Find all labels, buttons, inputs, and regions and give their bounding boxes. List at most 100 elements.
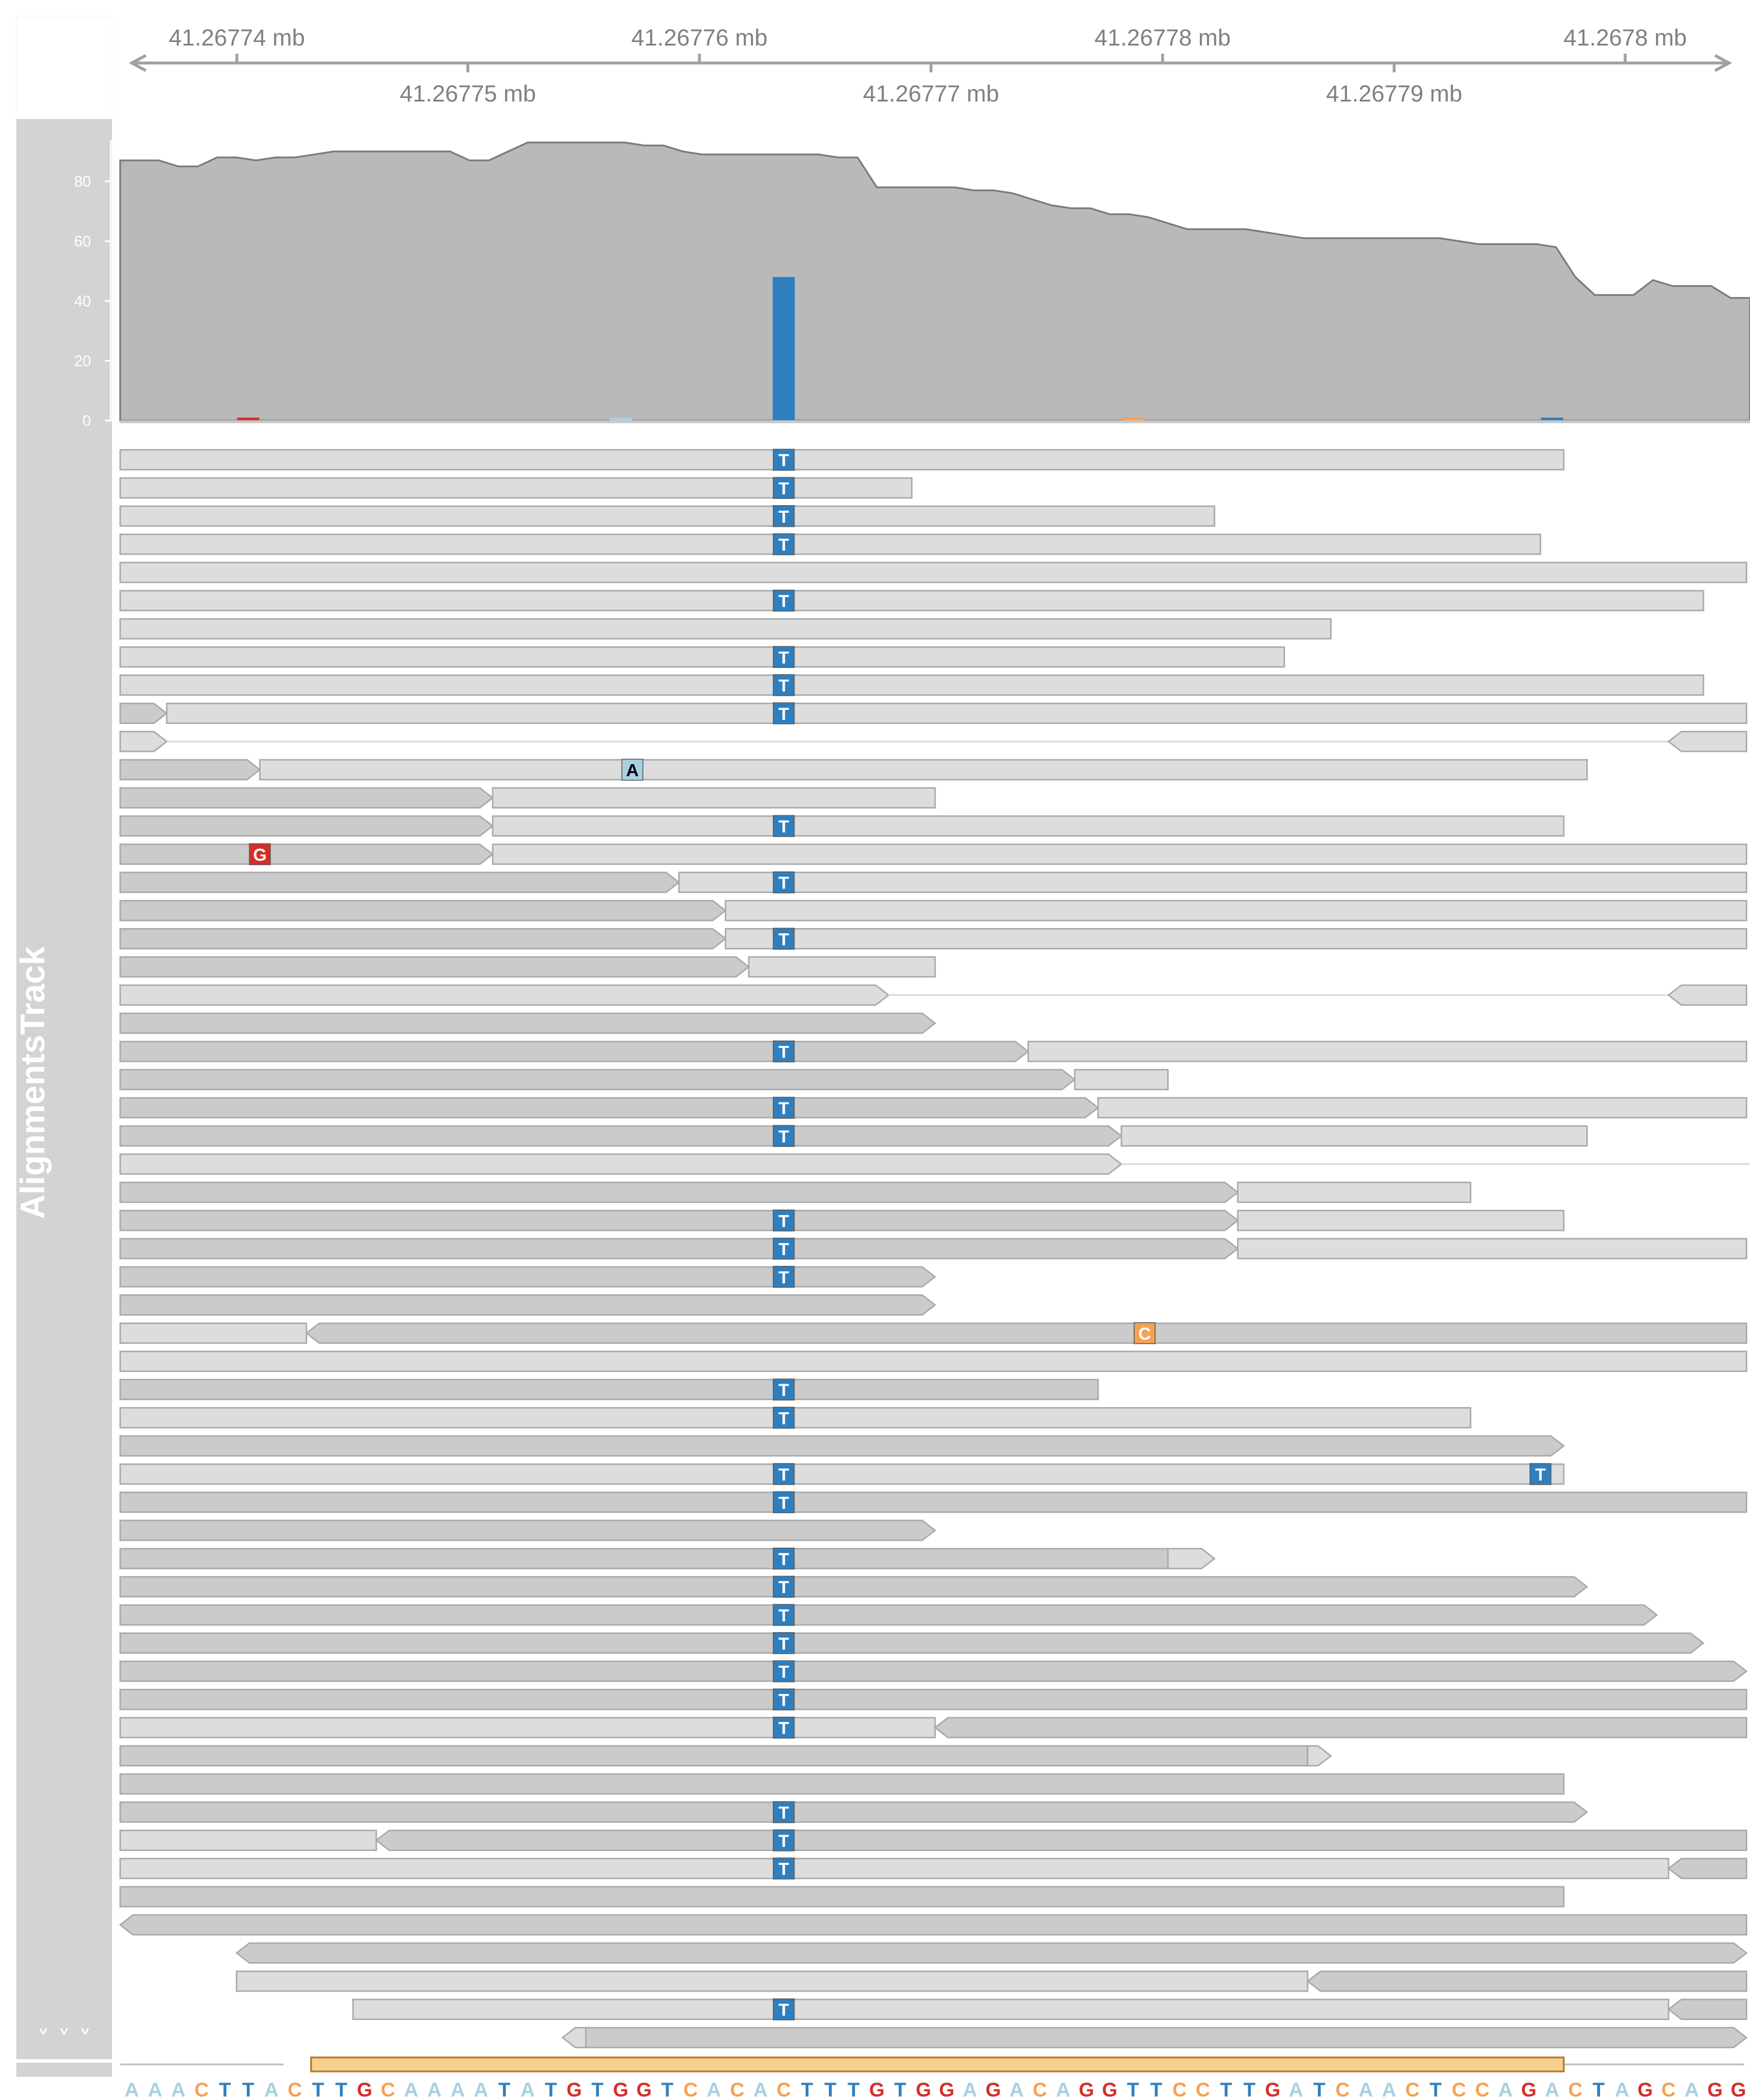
aligned-read[interactable] [561, 2027, 587, 2049]
aligned-read[interactable] [119, 1520, 937, 1541]
read-mismatch-base [772, 1604, 795, 1626]
aligned-read[interactable] [119, 1576, 1588, 1598]
aligned-read[interactable] [119, 1041, 1030, 1062]
aligned-read[interactable] [1667, 1999, 1748, 2020]
aligned-read[interactable] [119, 1745, 1308, 1767]
aligned-read[interactable] [724, 900, 1748, 922]
aligned-read[interactable] [119, 1350, 1748, 1372]
aligned-read[interactable] [119, 1886, 1564, 1908]
aligned-read[interactable] [724, 928, 1748, 950]
aligned-read[interactable] [1074, 1069, 1169, 1090]
aligned-read[interactable] [1667, 984, 1748, 1006]
aligned-read[interactable] [119, 730, 168, 752]
aligned-read[interactable] [492, 844, 1748, 865]
aligned-read[interactable] [119, 1153, 1123, 1175]
aligned-read[interactable] [119, 787, 494, 808]
aligned-read[interactable] [678, 872, 1748, 893]
aligned-read[interactable] [119, 1294, 937, 1316]
aligned-read[interactable] [236, 1971, 1308, 1992]
aligned-read[interactable] [235, 1942, 1748, 1964]
aligned-read[interactable] [119, 1463, 1564, 1485]
aligned-read[interactable] [119, 449, 1564, 471]
reference-base: C [1568, 2079, 1583, 2100]
aligned-read[interactable] [119, 1012, 937, 1034]
aligned-read[interactable] [1121, 1125, 1588, 1147]
aligned-read[interactable] [352, 1999, 1670, 2020]
aligned-read[interactable] [119, 562, 1748, 583]
aligned-read[interactable] [119, 505, 1216, 527]
aligned-read[interactable] [748, 956, 936, 978]
aligned-read[interactable] [585, 2027, 1748, 2049]
read-mismatch-letter: T [778, 1212, 789, 1231]
aligned-read[interactable] [119, 1689, 1748, 1710]
aligned-read[interactable] [119, 872, 680, 893]
aligned-read[interactable] [933, 1717, 1748, 1738]
aligned-read[interactable] [1237, 1238, 1748, 1259]
expand-chevrons-icon[interactable]: ˅ ˅ ˅ [37, 2025, 92, 2055]
aligned-read[interactable] [119, 1378, 1099, 1401]
aligned-read[interactable] [119, 1181, 1239, 1203]
aligned-read[interactable] [119, 702, 168, 724]
aligned-read[interactable] [119, 928, 727, 950]
aligned-read[interactable] [119, 900, 727, 922]
aligned-read[interactable] [1237, 1181, 1472, 1203]
aligned-read[interactable] [119, 1322, 307, 1344]
aligned-read[interactable] [119, 674, 1704, 696]
aligned-read[interactable] [1667, 1857, 1748, 1880]
aligned-read[interactable] [259, 759, 1588, 780]
aligned-read[interactable] [119, 1632, 1705, 1654]
aligned-read[interactable] [119, 590, 1704, 611]
aligned-read[interactable] [119, 1773, 1564, 1795]
reference-base: C [1661, 2079, 1676, 2100]
aligned-read[interactable] [1237, 1210, 1564, 1231]
aligned-read[interactable] [119, 759, 261, 780]
aligned-read[interactable] [119, 844, 494, 865]
aligned-read[interactable] [119, 1210, 1239, 1231]
aligned-read[interactable] [119, 1829, 377, 1852]
aligned-read[interactable] [166, 702, 1748, 724]
aligned-read[interactable] [119, 1097, 1100, 1119]
aligned-read[interactable] [1307, 1745, 1332, 1767]
aligned-read[interactable] [119, 533, 1542, 555]
reference-base: T [1313, 2079, 1325, 2100]
aligned-read[interactable] [119, 1660, 1748, 1682]
track-title-panel[interactable] [16, 119, 112, 2059]
aligned-read[interactable] [119, 984, 890, 1006]
aligned-read[interactable] [1306, 1971, 1748, 1992]
aligned-read[interactable] [119, 477, 913, 499]
coverage-y-label: 20 [74, 352, 91, 369]
aligned-read[interactable] [119, 1857, 1670, 1880]
aligned-read[interactable] [119, 1801, 1588, 1823]
aligned-read[interactable] [119, 1266, 937, 1288]
aligned-read[interactable] [119, 1125, 1123, 1147]
gene-feature[interactable] [310, 2056, 1565, 2073]
read-mismatch-base [772, 533, 795, 555]
aligned-read[interactable] [119, 1717, 936, 1738]
aligned-read[interactable] [1167, 1548, 1216, 1570]
aligned-read[interactable] [119, 956, 750, 978]
aligned-read[interactable] [375, 1829, 1748, 1852]
aligned-read[interactable] [1097, 1097, 1748, 1119]
aligned-read[interactable] [492, 815, 1564, 837]
aligned-read[interactable] [119, 1069, 1076, 1090]
coverage-track: 0 20 40 60 80 [74, 140, 1750, 429]
aligned-read[interactable] [305, 1322, 1748, 1344]
aligned-read[interactable] [119, 815, 494, 837]
aligned-read[interactable] [118, 1914, 1748, 1936]
reference-base: A [707, 2079, 722, 2100]
aligned-read[interactable] [119, 1604, 1658, 1626]
aligned-read[interactable] [119, 1407, 1472, 1429]
aligned-read[interactable] [119, 1238, 1239, 1259]
aligned-read[interactable] [119, 1492, 1748, 1513]
aligned-read[interactable] [119, 618, 1332, 640]
aligned-read[interactable] [119, 1435, 1565, 1457]
aligned-read[interactable] [119, 646, 1285, 668]
reference-base: G [1637, 2079, 1653, 2100]
aligned-read[interactable] [1027, 1041, 1748, 1062]
read-mismatch-letter: T [778, 648, 789, 667]
aligned-read[interactable] [1667, 730, 1748, 752]
tick-label-top: 41.26778 mb [1094, 25, 1231, 51]
genome-axis: 41.26774 mb 41.26776 mb 41.26778 mb 41.2… [128, 25, 1732, 107]
aligned-read[interactable] [119, 1548, 1169, 1570]
aligned-read[interactable] [492, 787, 936, 808]
